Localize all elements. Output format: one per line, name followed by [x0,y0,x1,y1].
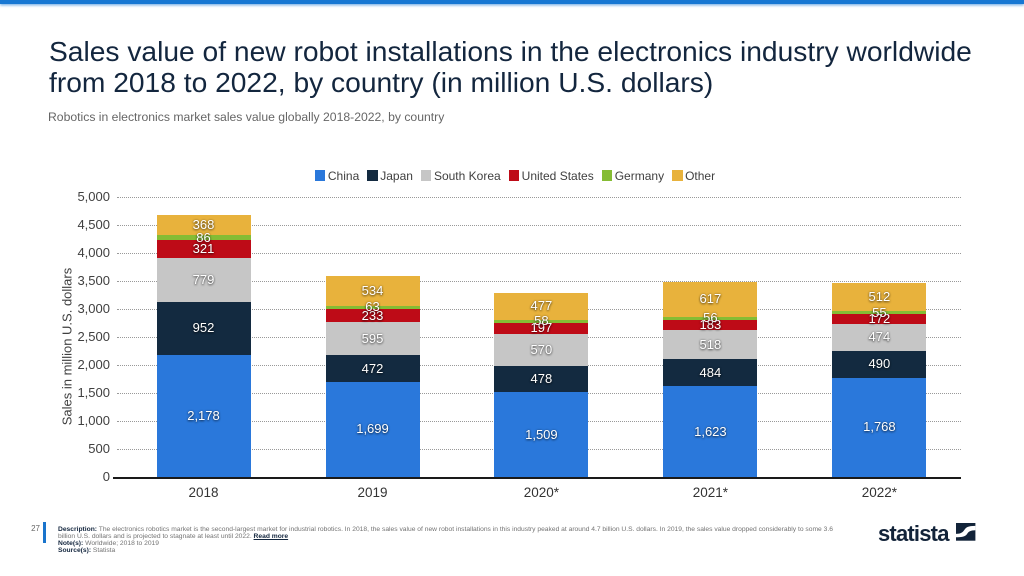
svg-text:statista: statista [878,521,950,544]
